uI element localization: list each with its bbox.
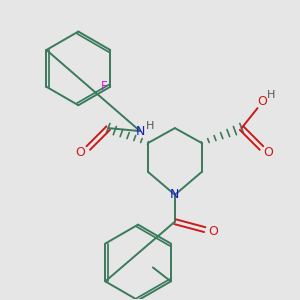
Text: N: N (170, 188, 180, 201)
Text: N: N (135, 124, 145, 138)
Text: F: F (101, 80, 108, 93)
Text: O: O (75, 146, 85, 160)
Text: O: O (208, 225, 218, 238)
Text: O: O (263, 146, 273, 160)
Text: H: H (146, 121, 154, 131)
Text: O: O (257, 95, 267, 108)
Text: H: H (267, 90, 276, 100)
